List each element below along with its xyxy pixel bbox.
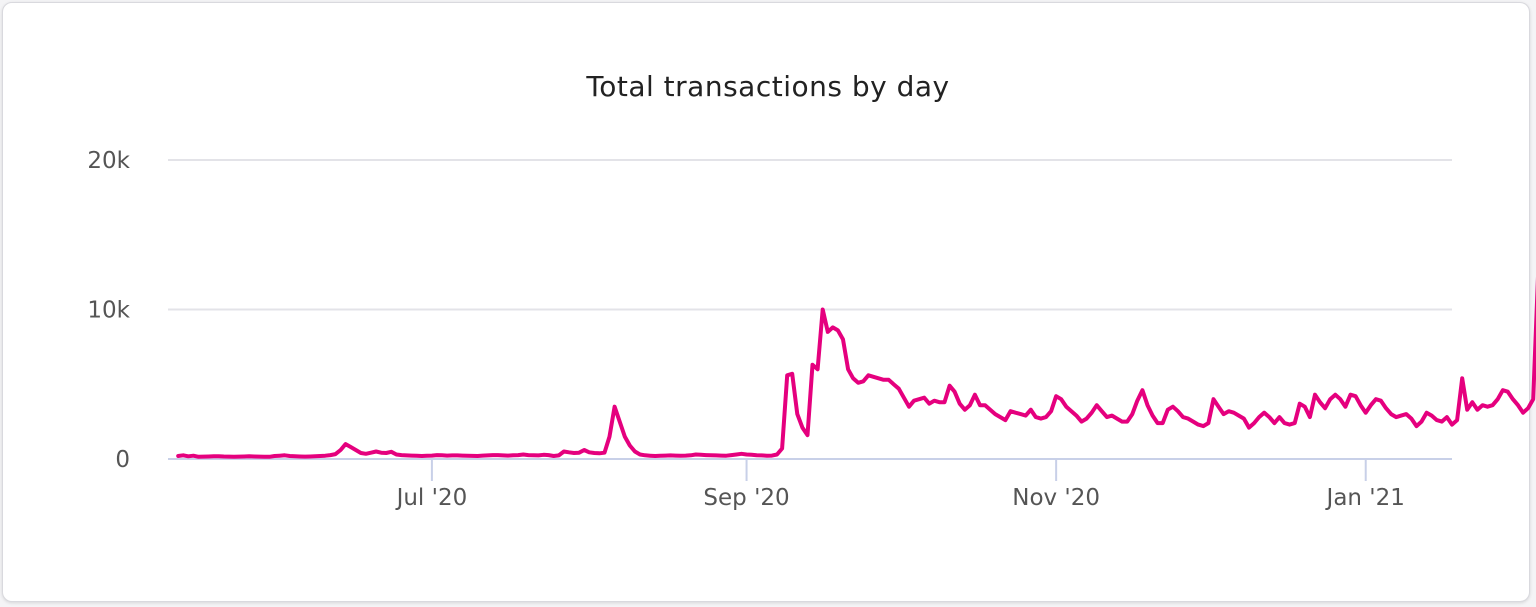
x-axis [168, 458, 1452, 481]
x-tick-label: Jul '20 [395, 485, 468, 511]
y-tick-label: 10k [87, 298, 130, 324]
gridlines [168, 159, 1452, 311]
series-line[interactable] [176, 269, 1536, 459]
chart-title: Total transactions by day [586, 70, 950, 103]
x-tick-label: Nov '20 [1012, 485, 1100, 511]
y-axis-labels: 0 10k 20k [87, 148, 130, 473]
y-tick-label: 0 [115, 447, 130, 473]
x-axis-labels: Jul '20 Sep '20 Nov '20 Jan '21 [395, 485, 1405, 511]
y-tick-label: 20k [87, 148, 130, 174]
series-layer [176, 269, 1536, 459]
x-tick-label: Sep '20 [703, 485, 789, 511]
x-tick-label: Jan '21 [1325, 485, 1405, 511]
